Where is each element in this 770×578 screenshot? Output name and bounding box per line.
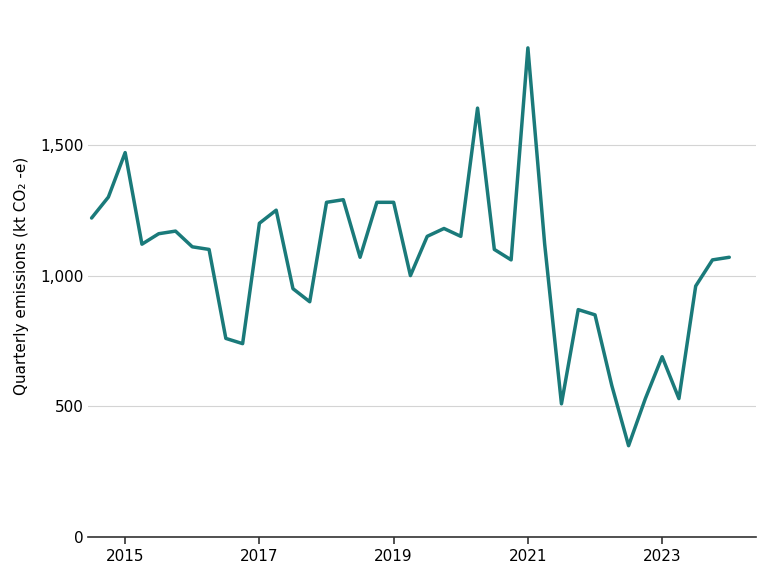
Y-axis label: Quarterly emissions (kt CO₂ -e): Quarterly emissions (kt CO₂ -e): [14, 157, 29, 395]
